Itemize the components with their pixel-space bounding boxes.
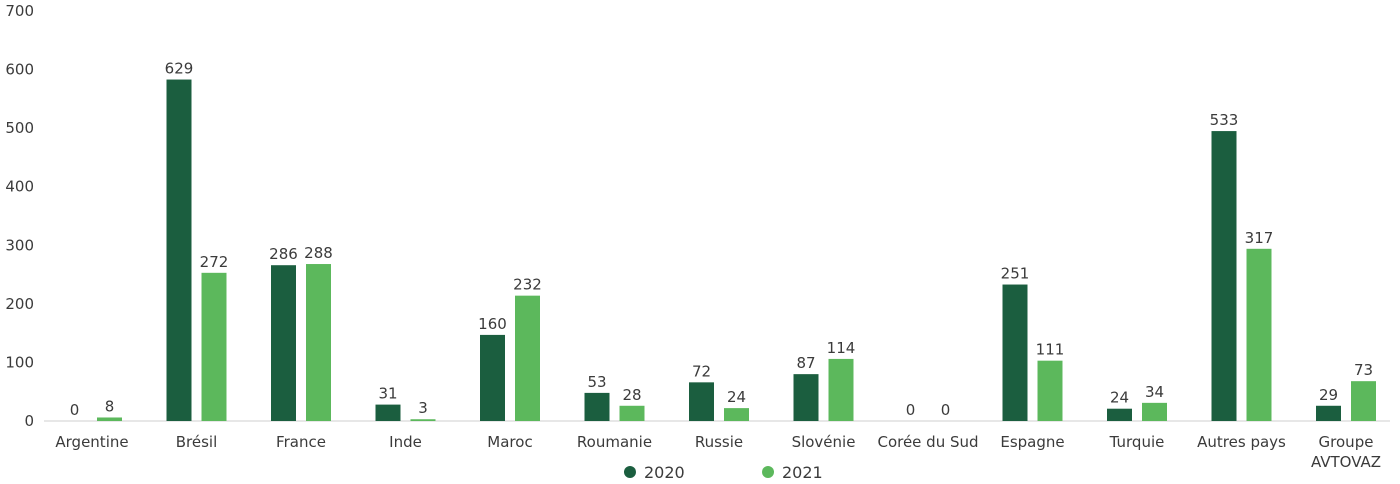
y-tick-label: 400 <box>5 178 34 196</box>
bar-2021 <box>410 419 436 421</box>
bar-2021 <box>828 358 854 421</box>
y-tick-label: 0 <box>24 412 34 430</box>
y-tick-label: 100 <box>5 353 34 371</box>
legend: 2020 2021 <box>624 463 823 482</box>
category-label: Inde <box>389 433 422 451</box>
data-label: 288 <box>304 244 333 262</box>
data-label: 34 <box>1145 383 1164 401</box>
category-label: Espagne <box>1000 433 1064 451</box>
bar-2021 <box>1351 381 1376 421</box>
bar-2021 <box>619 405 645 421</box>
data-label: 8 <box>105 397 115 415</box>
bar-2020 <box>375 404 401 421</box>
bar-2021 <box>1246 248 1272 421</box>
data-label: 111 <box>1036 341 1065 359</box>
y-tick-label: 500 <box>5 119 34 137</box>
category-label: Autres pays <box>1197 433 1286 451</box>
legend-marker <box>762 466 774 478</box>
bar-2020 <box>166 79 192 422</box>
data-label: 0 <box>941 401 951 419</box>
data-label: 272 <box>200 253 229 271</box>
data-label: 24 <box>1110 389 1129 407</box>
y-tick-label: 300 <box>5 236 34 254</box>
bar-2021 <box>306 264 331 421</box>
data-label: 53 <box>587 373 606 391</box>
data-label: 114 <box>827 339 856 357</box>
data-label: 87 <box>796 354 815 372</box>
category-label: Roumanie <box>577 433 652 451</box>
data-label: 3 <box>418 399 428 417</box>
category-labels: Argentine Brésil France Inde Maroc Roumanie Ru… <box>55 433 1381 471</box>
legend-marker <box>624 466 636 478</box>
bar-2020 <box>271 265 296 421</box>
data-label: 29 <box>1319 386 1338 404</box>
category-label: Argentine <box>55 433 128 451</box>
y-tick-label: 600 <box>5 61 34 79</box>
bar-2020 <box>480 334 505 421</box>
y-tick-label: 200 <box>5 295 34 313</box>
data-label: 232 <box>513 276 542 294</box>
bar-2020 <box>1211 131 1237 422</box>
bar-2021 <box>201 272 227 421</box>
data-label: 317 <box>1245 229 1274 247</box>
bar-2021 <box>1037 360 1063 421</box>
bar-2020 <box>1107 408 1132 421</box>
bar-2021 <box>724 408 749 421</box>
data-label: 24 <box>727 388 746 406</box>
data-label: 0 <box>906 401 916 419</box>
data-label: 31 <box>378 385 397 403</box>
data-label: 629 <box>165 60 194 78</box>
bar-2021 <box>515 295 540 421</box>
data-label: 72 <box>692 362 711 380</box>
category-label: Maroc <box>487 433 532 451</box>
legend-label: 2020 <box>644 463 685 482</box>
category-label: Corée du Sud <box>877 433 978 451</box>
data-label: 28 <box>622 386 641 404</box>
category-label: Russie <box>695 433 743 451</box>
data-label: 286 <box>269 245 298 263</box>
data-label: 0 <box>70 401 80 419</box>
bar-2020 <box>689 382 714 421</box>
category-label: Turquie <box>1109 433 1165 451</box>
bars <box>97 79 1376 422</box>
data-labels: 0 8 629 272 286 288 31 3 160 232 53 28 72 24 87 114 0 0 25… <box>70 60 1373 419</box>
bar-2020 <box>793 374 819 421</box>
data-label: 533 <box>1210 111 1239 129</box>
data-label: 251 <box>1001 265 1030 283</box>
category-label: Slovénie <box>792 433 856 451</box>
y-axis: 0 100 200 300 400 500 600 700 <box>5 2 34 430</box>
data-label: 73 <box>1354 361 1373 379</box>
category-label: Groupe AVTOVAZ <box>1311 433 1381 471</box>
bar-2020 <box>1316 405 1341 421</box>
bar-2021 <box>1142 402 1167 421</box>
data-label: 160 <box>478 315 507 333</box>
bar-2020 <box>584 392 610 421</box>
y-tick-label: 700 <box>5 2 34 20</box>
category-label: France <box>276 433 326 451</box>
bar-2020 <box>1002 284 1028 421</box>
category-label: Brésil <box>176 433 218 451</box>
bar-2021 <box>97 417 122 421</box>
legend-label: 2021 <box>782 463 823 482</box>
